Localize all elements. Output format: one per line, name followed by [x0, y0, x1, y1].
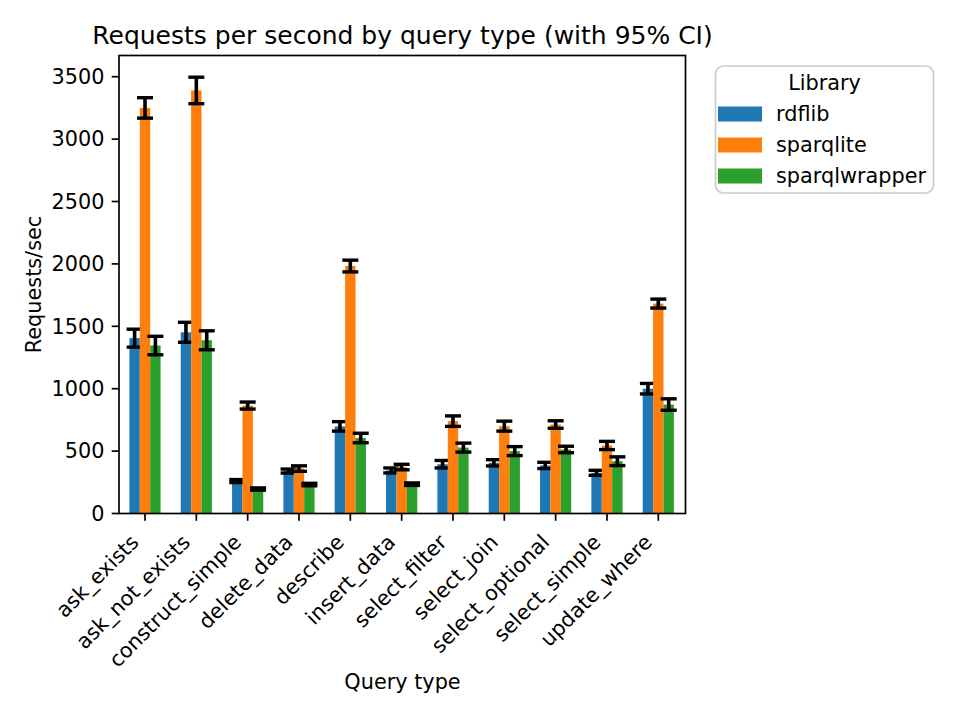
- legend-swatch-rdflib: [718, 107, 762, 122]
- figure: 0500100015002000250030003500ask_existsas…: [0, 0, 960, 720]
- y-tick-label: 2500: [52, 190, 105, 214]
- bar-sparqlite-update_where: [653, 304, 663, 514]
- y-tick-label: 500: [65, 439, 105, 463]
- bar-rdflib-ask_not_exists: [181, 332, 191, 513]
- bar-sparqlwrapper-describe: [356, 438, 366, 514]
- bar-sparqlwrapper-select_filter: [458, 448, 468, 514]
- bar-sparqlite-insert_data: [396, 467, 406, 513]
- bar-sparqlite-ask_exists: [140, 108, 150, 514]
- legend-title: Library: [788, 71, 861, 95]
- bar-sparqlwrapper-select_simple: [612, 461, 622, 513]
- legend-label-rdflib: rdflib: [776, 102, 829, 126]
- bar-sparqlwrapper-select_optional: [561, 449, 571, 513]
- bars-layer: [127, 77, 677, 513]
- chart-title: Requests per second by query type (with …: [92, 21, 712, 50]
- y-tick-label: 0: [91, 502, 104, 526]
- bar-sparqlite-construct_simple: [242, 406, 252, 514]
- bar-rdflib-ask_exists: [129, 338, 139, 513]
- bar-rdflib-select_simple: [591, 473, 601, 514]
- bar-sparqlwrapper-select_join: [510, 451, 520, 513]
- legend-label-sparqlite: sparqlite: [776, 133, 867, 157]
- bar-sparqlwrapper-construct_simple: [253, 489, 263, 513]
- legend-label-sparqlwrapper: sparqlwrapper: [776, 164, 926, 188]
- bar-rdflib-select_filter: [437, 464, 447, 513]
- bar-sparqlite-select_filter: [448, 421, 458, 513]
- bar-sparqlwrapper-delete_data: [304, 485, 314, 514]
- x-axis-label: Query type: [344, 670, 460, 694]
- bar-rdflib-describe: [335, 426, 345, 513]
- bar-sparqlwrapper-ask_exists: [150, 346, 160, 514]
- bar-rdflib-select_optional: [540, 465, 550, 513]
- bar-sparqlite-select_optional: [550, 425, 560, 514]
- bar-sparqlwrapper-update_where: [664, 405, 674, 514]
- y-tick-label: 2000: [52, 252, 105, 276]
- bar-sparqlite-delete_data: [294, 469, 304, 514]
- bar-sparqlite-ask_not_exists: [191, 90, 201, 513]
- bar-sparqlite-describe: [345, 266, 355, 513]
- y-tick-label: 3000: [52, 127, 105, 151]
- bar-rdflib-select_join: [489, 463, 499, 514]
- legend: Library rdflib sparqlite sparqlwrapper: [716, 66, 934, 193]
- bar-rdflib-update_where: [643, 389, 653, 514]
- legend-swatch-sparqlite: [718, 138, 762, 153]
- y-axis-label: Requests/sec: [22, 216, 46, 353]
- legend-swatch-sparqlwrapper: [718, 169, 762, 184]
- y-tick-label: 1500: [52, 315, 105, 339]
- bar-sparqlwrapper-ask_not_exists: [202, 340, 212, 513]
- y-tick-label: 1000: [52, 377, 105, 401]
- bar-chart: 0500100015002000250030003500ask_existsas…: [0, 0, 960, 720]
- bar-sparqlwrapper-insert_data: [407, 484, 417, 513]
- bar-rdflib-insert_data: [386, 470, 396, 513]
- bar-sparqlite-select_join: [499, 426, 509, 513]
- bar-rdflib-construct_simple: [232, 481, 242, 513]
- y-tick-label: 3500: [52, 65, 105, 89]
- bar-rdflib-delete_data: [283, 471, 293, 513]
